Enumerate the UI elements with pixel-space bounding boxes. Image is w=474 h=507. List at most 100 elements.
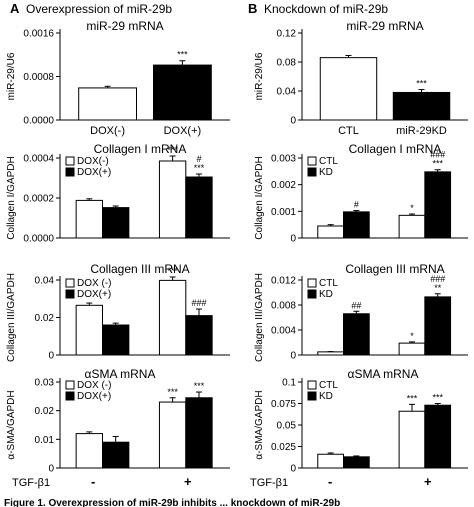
bar bbox=[319, 57, 378, 121]
y-tick-label: 0 bbox=[290, 234, 296, 245]
y-tick-label: 0.0000 bbox=[23, 116, 54, 127]
y-tick-label: 0.05 bbox=[277, 421, 297, 432]
legend-swatch bbox=[307, 380, 317, 390]
panel-letter-b: B bbox=[248, 1, 257, 16]
significance-mark: *** bbox=[432, 393, 443, 403]
panel-a-title: Overexpression of miR-29b bbox=[26, 2, 172, 16]
significance-mark: *** bbox=[167, 145, 178, 155]
chart-title: Collagen I mRNA bbox=[349, 142, 442, 156]
bar bbox=[75, 199, 104, 239]
legend-label: CTL bbox=[319, 278, 338, 289]
significance-mark: *** bbox=[167, 387, 178, 397]
legend-label: KD bbox=[319, 289, 333, 300]
treatment-label-right: TGF-β1 bbox=[250, 477, 288, 489]
legend-label: DOX(+) bbox=[77, 391, 111, 402]
y-tick-label: 0.0002 bbox=[23, 194, 54, 205]
bar bbox=[102, 324, 130, 356]
bar bbox=[75, 304, 104, 356]
treatment-row: TGF-β1 - + TGF-β1 - + bbox=[12, 474, 432, 489]
legend-swatch bbox=[65, 167, 75, 177]
y-axis-label: miR-29/U6 bbox=[254, 52, 265, 100]
y-tick-label: 0.03 bbox=[35, 378, 55, 389]
significance-mark: *** bbox=[194, 381, 205, 391]
legend-swatch bbox=[65, 391, 75, 401]
legend-label: DOX(+) bbox=[77, 289, 111, 300]
significance-mark: ## bbox=[351, 300, 361, 310]
significance-mark: *** bbox=[432, 159, 443, 169]
bar bbox=[185, 397, 213, 469]
chart-panel-8: αSMA mRNA α-SMA/GAPDH 0 0.025 0.05 0.075 0.1 **… bbox=[254, 367, 468, 475]
y-tick-label: 0.004 bbox=[271, 326, 296, 337]
significance-mark: *** bbox=[407, 393, 418, 403]
treatment-plus-left: + bbox=[184, 474, 192, 489]
significance-mark: ### bbox=[430, 150, 445, 160]
x-tick-label: CTL bbox=[338, 125, 359, 137]
y-axis-label: α-SMA/GAPDH bbox=[6, 390, 17, 459]
y-tick-label: 0.025 bbox=[271, 442, 296, 453]
y-tick-label: 0.04 bbox=[35, 276, 55, 287]
bar bbox=[158, 160, 187, 239]
chart-panel-3: Collagen I mRNA Collagen I/GAPDH 0.0000 0.0… bbox=[6, 142, 230, 245]
significance-mark: ** bbox=[434, 283, 442, 293]
legend-swatch bbox=[307, 289, 317, 299]
legend-label: CTL bbox=[319, 380, 338, 391]
significance-mark: * bbox=[410, 203, 414, 213]
significance-mark: # bbox=[196, 154, 201, 164]
legend-swatch bbox=[307, 391, 317, 401]
legend-swatch bbox=[307, 167, 317, 177]
y-tick-label: 0.0008 bbox=[23, 72, 54, 83]
y-axis-label: miR-29/U6 bbox=[6, 52, 17, 100]
chart-panel-4: Collagen I mRNA Collagen I/GAPDH 0 0.001 0.0… bbox=[254, 142, 468, 245]
y-tick-label: 0.008 bbox=[271, 301, 296, 312]
bar bbox=[424, 171, 452, 239]
chart-panel-7: αSMA mRNA α-SMA/GAPDH 0 0.01 0.02 0.03 *** *** D… bbox=[6, 367, 230, 475]
legend: DOX (-)DOX(+) bbox=[65, 380, 111, 402]
y-axis-label: Collagen I/GAPDH bbox=[254, 156, 265, 239]
bar bbox=[398, 410, 426, 469]
significance-mark: *** bbox=[167, 266, 178, 276]
significance-mark: ### bbox=[191, 298, 206, 308]
legend-swatch bbox=[65, 278, 75, 288]
legend-label: KD bbox=[319, 391, 333, 402]
chart-panel-6: Collagen III mRNA Collagen III/GAPDH 0 0.00… bbox=[254, 262, 468, 362]
bar bbox=[398, 214, 426, 239]
figure-caption: Figure 1. Overexpression of miR-29b inhi… bbox=[4, 498, 340, 507]
bar bbox=[185, 176, 213, 239]
x-tick-label: DOX(-) bbox=[90, 125, 125, 137]
significance-mark: *** bbox=[194, 163, 205, 173]
bar bbox=[343, 211, 370, 239]
treatment-minus-left: - bbox=[91, 474, 95, 489]
legend-swatch bbox=[65, 156, 75, 166]
significance-mark: # bbox=[354, 200, 359, 210]
bar bbox=[392, 91, 451, 121]
y-tick-label: 0 bbox=[48, 351, 54, 362]
bar bbox=[153, 64, 212, 121]
bar bbox=[102, 207, 130, 239]
y-tick-label: 0.0004 bbox=[23, 154, 54, 165]
y-tick-label: 0.001 bbox=[271, 207, 296, 218]
y-axis-label: Collagen III/GAPDH bbox=[6, 273, 17, 362]
treatment-plus-right: + bbox=[424, 474, 432, 489]
significance-mark: *** bbox=[416, 79, 427, 89]
y-tick-label: 0 bbox=[290, 116, 296, 127]
treatment-label-left: TGF-β1 bbox=[12, 477, 50, 489]
y-axis-label: α-SMA/GAPDH bbox=[254, 390, 265, 459]
y-axis-label: Collagen I/GAPDH bbox=[6, 156, 17, 239]
chart-panel-2: miR-29 mRNA miR-29/U6 0 0.04 0.08 0.12 CTL miR-… bbox=[254, 19, 468, 137]
bar bbox=[317, 453, 344, 469]
y-tick-label: 0 bbox=[290, 351, 296, 362]
treatment-minus-right: - bbox=[328, 474, 332, 489]
legend-swatch bbox=[307, 156, 317, 166]
legend-label: DOX (-) bbox=[77, 278, 111, 289]
y-tick-label: 0.075 bbox=[271, 399, 296, 410]
significance-mark: * bbox=[410, 331, 414, 341]
y-tick-label: 0.012 bbox=[271, 276, 296, 287]
y-tick-label: 0.0016 bbox=[23, 29, 54, 40]
bar bbox=[102, 441, 130, 469]
significance-mark: *** bbox=[177, 50, 188, 60]
bar bbox=[424, 296, 452, 356]
legend-swatch bbox=[65, 289, 75, 299]
